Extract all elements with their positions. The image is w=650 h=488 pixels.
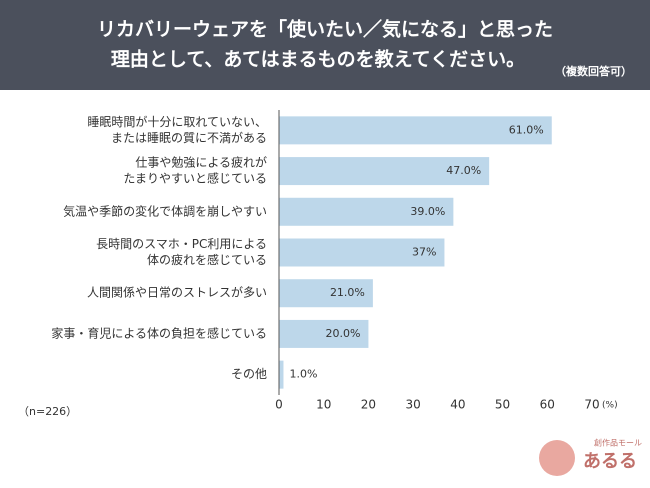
value-label: 1.0% xyxy=(289,368,317,381)
value-label: 61.0% xyxy=(509,123,544,136)
bar xyxy=(279,157,490,186)
y-tick-label: 長時間のスマホ・PC利用による xyxy=(96,237,267,251)
chart-title: 理由として、あてはまるものを教えてください。 xyxy=(111,48,525,71)
y-tick-label: または睡眠の質に不満がある xyxy=(111,130,267,145)
x-tick-label: 40 xyxy=(450,398,465,412)
y-tick-label: 仕事や勉強による疲れが xyxy=(135,155,267,170)
x-tick-label: 50 xyxy=(495,398,510,412)
y-tick-label: 家事・育児による体の負担を感じている xyxy=(51,325,267,340)
y-tick-label: 人間関係や日常のストレスが多い xyxy=(87,285,267,300)
bar xyxy=(279,197,454,226)
x-tick-label: 20 xyxy=(361,398,376,412)
bar xyxy=(279,238,445,267)
x-tick-label: 10 xyxy=(316,398,331,412)
x-tick-label: 70 xyxy=(584,398,599,412)
bar xyxy=(279,319,369,348)
y-tick-label: 体の疲れを感じている xyxy=(147,252,267,267)
value-label: 37% xyxy=(412,246,436,259)
x-tick-label: 60 xyxy=(540,398,555,412)
value-label: 47.0% xyxy=(446,164,481,177)
header xyxy=(0,0,650,90)
bar xyxy=(279,360,284,389)
chart-title: リカバリーウェアを「使いたい／気になる」と思った xyxy=(97,18,553,41)
bar xyxy=(279,116,552,145)
x-tick-label: 0 xyxy=(275,398,283,412)
logo-tagline: 創作品モール xyxy=(594,438,642,448)
x-tick-label: 30 xyxy=(406,398,421,412)
y-tick-label: 睡眠時間が十分に取れていない、 xyxy=(87,114,267,129)
y-tick-label: 気温や季節の変化で体調を崩しやすい xyxy=(63,203,267,218)
y-tick-label: その他 xyxy=(231,367,267,381)
chart-subtitle: （複数回答可） xyxy=(555,64,632,78)
note: （n=226） xyxy=(18,405,77,418)
y-tick-label: たまりやすいと感じている xyxy=(123,171,267,186)
bar xyxy=(279,279,373,308)
logo-name: あるる xyxy=(583,451,637,472)
value-label: 20.0% xyxy=(325,327,360,340)
logo-icon xyxy=(539,440,575,476)
x-unit-label: (%) xyxy=(602,401,618,411)
value-label: 21.0% xyxy=(330,286,365,299)
value-label: 39.0% xyxy=(410,205,445,218)
